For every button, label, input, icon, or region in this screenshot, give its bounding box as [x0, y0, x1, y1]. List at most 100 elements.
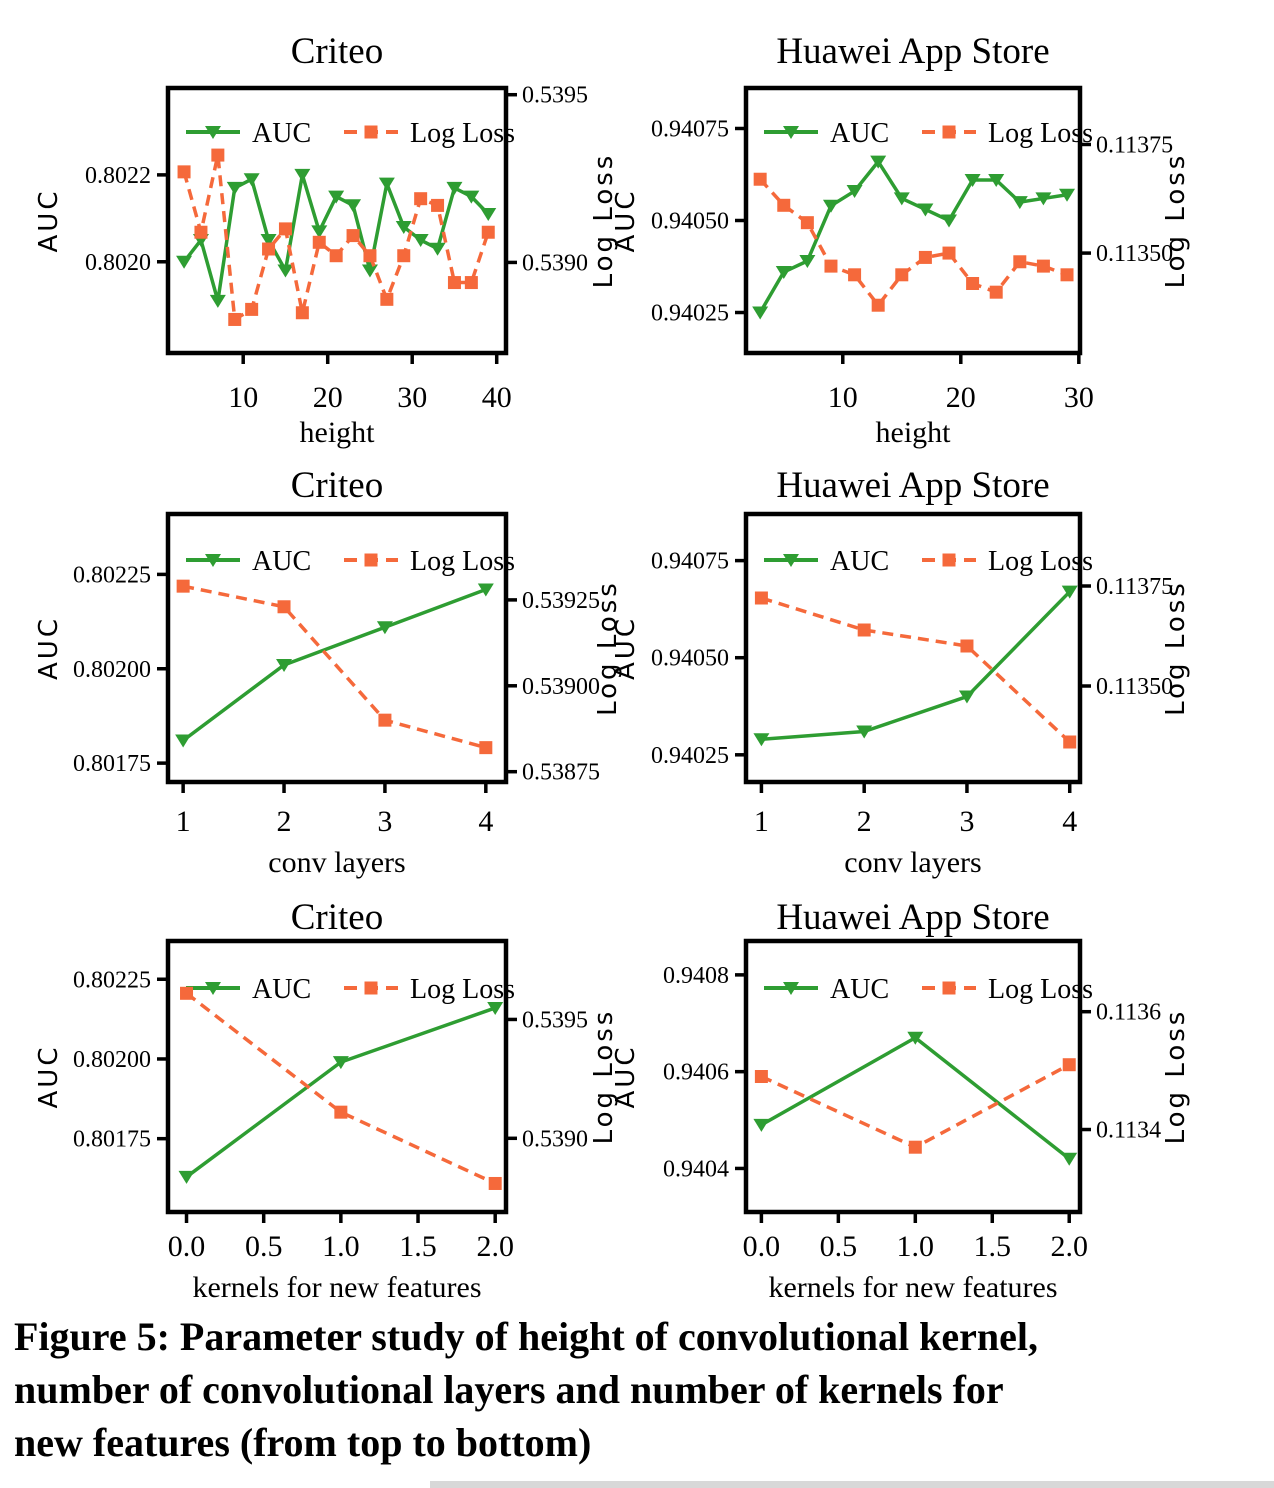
chart-1-logloss-point-4	[848, 268, 862, 282]
chart-0-logloss-point-14	[414, 192, 428, 206]
chart-5-xtick-label-2: 1.0	[897, 1230, 935, 1263]
chart-0-right-tick-label-1: 0.5395	[522, 83, 588, 109]
figure-caption-line-1: Figure 5: Parameter study of height of c…	[14, 1314, 1038, 1359]
chart-5-xtick-label-1: 0.5	[820, 1230, 858, 1263]
chart-0-right-tick-label-0: 0.5390	[522, 250, 588, 276]
chart-3-right-tick-label-0: 0.11350	[1096, 674, 1173, 700]
chart-1-left-tick-label-0: 0.94025	[651, 301, 729, 327]
chart-5-logloss-point-0	[754, 1070, 768, 1083]
chart-1-auc-point-0	[752, 306, 769, 320]
chart-4-logloss-point-1	[334, 1105, 348, 1119]
chart-4-legend-logloss-label: Log Loss	[410, 974, 515, 1005]
chart-1-logloss-point-10	[989, 285, 1003, 299]
chart-4-plot-box	[165, 938, 509, 1215]
chart-0-logloss-point-0	[177, 165, 191, 179]
chart-2-logloss-point-0	[176, 579, 190, 593]
chart-2-legend-logloss-label: Log Loss	[410, 546, 515, 577]
chart-1-logloss-point-8	[942, 246, 956, 260]
chart-3-logloss-line	[760, 596, 1071, 744]
chart-0-legend-auc-label: AUC	[252, 118, 311, 149]
chart-5-logloss-point-1	[908, 1140, 922, 1154]
chart-2-xtick-label-1: 2	[277, 805, 292, 838]
chart-0-auc-point-10	[345, 199, 362, 213]
chart-3-logloss-point-2	[960, 639, 974, 653]
chart-4-legend-auc-label: AUC	[252, 974, 311, 1005]
chart-5-xtick-label-4: 2.0	[1050, 1230, 1088, 1263]
chart-4-auc-point-0	[178, 1170, 195, 1184]
chart-4-legend-auc-marker	[205, 982, 221, 995]
chart-4-auc-point-2	[487, 1001, 504, 1015]
chart-0-xlabel: height	[300, 416, 376, 449]
chart-0-right-axis-label: Log Loss	[589, 153, 619, 289]
chart-2-plot-box	[165, 511, 509, 785]
chart-2-auc-point-3	[477, 583, 494, 597]
chart-1-logloss-point-7	[918, 250, 932, 264]
chart-5-plot-box	[743, 938, 1083, 1215]
chart-5-auc-line	[760, 1036, 1071, 1161]
chart-2-legend-auc-label: AUC	[252, 546, 311, 577]
chart-4-left-tick-label-1: 0.80200	[73, 1047, 151, 1073]
chart-3-left-tick-label-1: 0.94050	[651, 646, 729, 672]
chart-1-right-tick-label-0: 0.11350	[1096, 241, 1173, 267]
chart-0-logloss-point-16	[447, 276, 461, 290]
chart-2-right-tick-label-1: 0.53900	[522, 674, 600, 700]
partial-next-element-bar	[430, 1481, 1274, 1488]
chart-1-legend-logloss-label: Log Loss	[988, 118, 1093, 149]
chart-4-xtick-label-1: 0.5	[245, 1230, 283, 1263]
chart-1-auc-point-8	[940, 214, 957, 228]
chart-4-title: Criteo	[291, 897, 383, 938]
chart-4-left-axis-label: AUC	[34, 1045, 64, 1109]
chart-1-auc-point-7	[917, 203, 934, 217]
chart-1-auc-point-3	[822, 199, 839, 213]
chart-1-logloss-point-0	[753, 172, 767, 186]
chart-3-logloss-point-0	[754, 591, 768, 605]
chart-2-legend-auc-marker	[205, 554, 221, 567]
chart-1-right-axis-label: Log Loss	[1161, 153, 1191, 289]
chart-3-left-tick-label-2: 0.94075	[651, 549, 729, 575]
chart-0-logloss-point-6	[278, 222, 292, 236]
chart-1-legend-auc-label: AUC	[830, 118, 889, 149]
chart-3-auc-line	[761, 590, 1071, 742]
figure-caption: Figure 5: Parameter study of height of c…	[14, 1310, 1264, 1469]
chart-5-right-tick-label-1: 0.1136	[1096, 1000, 1161, 1026]
chart-0-auc-point-9	[328, 190, 345, 204]
chart-4-xtick-label-4: 2.0	[476, 1230, 514, 1263]
chart-3-xtick-label-3: 4	[1062, 805, 1077, 838]
chart-0-auc-point-5	[260, 234, 277, 248]
chart-3-logloss-point-3	[1063, 735, 1077, 749]
chart-0-auc-point-15	[429, 242, 446, 256]
chart-4-xlabel: kernels for new features	[192, 1271, 481, 1304]
chart-1-auc-point-6	[893, 192, 910, 206]
chart-0-auc-point-14	[412, 234, 429, 248]
chart-2-xtick-label-3: 4	[478, 805, 493, 838]
chart-0-left-tick-label-1: 0.8022	[85, 163, 151, 189]
chart-1-xtick-label-2: 30	[1064, 381, 1094, 414]
chart-4-xtick-label-0: 0.0	[168, 1230, 206, 1263]
chart-0-auc-point-4	[243, 173, 260, 187]
chart-1-xlabel: height	[876, 416, 952, 449]
chart-1-auc-point-9	[964, 174, 981, 188]
chart-0-logloss-point-18	[481, 225, 495, 239]
chart-2-xtick-label-0: 1	[176, 805, 191, 838]
chart-2-logloss-point-2	[378, 713, 392, 727]
chart-1-auc-point-13	[1059, 188, 1076, 202]
chart-4-legend-logloss-marker	[364, 981, 378, 995]
chart-3-plot-box	[743, 511, 1083, 785]
chart-0-title: Criteo	[291, 31, 383, 72]
chart-5-xtick-label-0: 0.0	[743, 1230, 781, 1263]
chart-5-xlabel: kernels for new features	[768, 1271, 1057, 1304]
chart-1-logloss-point-5	[871, 298, 885, 312]
chart-3-left-axis-label: AUC	[611, 616, 641, 680]
chart-2-right-axis-label: Log Loss	[593, 580, 623, 716]
chart-1-logloss-point-6	[895, 268, 909, 282]
chart-2-criteo: Criteo conv layers AUC Log Loss 1 2 3 4 0.80175 0…	[34, 465, 623, 879]
chart-1-auc-point-4	[846, 185, 863, 199]
chart-0-logloss-point-3	[228, 312, 242, 326]
chart-3-right-tick-label-1: 0.11375	[1096, 574, 1173, 600]
chart-0-auc-point-18	[480, 207, 497, 221]
chart-1-auc-point-1	[775, 266, 792, 280]
chart-2-xlabel: conv layers	[268, 846, 405, 879]
chart-0-auc-point-17	[463, 190, 480, 204]
chart-0-logloss-point-13	[397, 249, 411, 263]
